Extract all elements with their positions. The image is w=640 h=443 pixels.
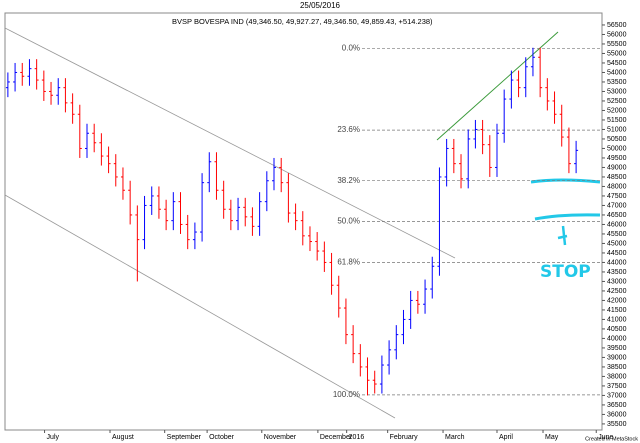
channel-lower — [4, 194, 396, 419]
y-tick-label: 49000 — [607, 164, 627, 171]
y-tick-label: 47000 — [607, 202, 627, 209]
x-tick-label: September — [167, 434, 202, 441]
y-tick-label: 53500 — [607, 79, 627, 86]
chart-subtitle: BVSP BOVESPA IND (49,346.50, 49,927.27, … — [172, 17, 433, 26]
y-tick-label: 44500 — [607, 250, 627, 257]
x-tick-label: March — [445, 434, 465, 441]
y-tick-label: 46500 — [607, 212, 627, 219]
x-tick-label: May — [545, 434, 559, 441]
y-tick-label: 48500 — [607, 174, 627, 181]
fib-label: 50.0% — [337, 217, 360, 226]
fib-label: 0.0% — [342, 43, 360, 52]
x-tick-label: June — [598, 434, 613, 441]
x-tick-label: October — [209, 434, 235, 441]
y-tick-label: 48000 — [607, 183, 627, 190]
credit: Created in MetaStock — [585, 436, 638, 442]
fib-label: 38.2% — [337, 176, 360, 185]
x-tick-label: November — [264, 434, 297, 441]
y-tick-label: 39000 — [607, 354, 627, 361]
y-tick-label: 42000 — [607, 297, 627, 304]
y-tick-label: 36500 — [607, 402, 627, 409]
y-tick-label: 50500 — [607, 136, 627, 143]
hand-mark — [534, 213, 601, 221]
x-tick-label: February — [390, 434, 419, 441]
plot-frame — [4, 12, 603, 431]
y-tick-label: 41500 — [607, 307, 627, 314]
fib-label: 61.8% — [337, 258, 360, 267]
y-tick-label: 52000 — [607, 107, 627, 114]
fib-label: 100.0% — [333, 390, 360, 399]
y-tick-label: 54500 — [607, 60, 627, 67]
y-tick-label: 55000 — [607, 50, 627, 57]
trend-line — [436, 31, 559, 141]
y-tick-label: 36000 — [607, 411, 627, 418]
y-tick-label: 56500 — [607, 22, 627, 29]
y-tick-label: 53000 — [607, 88, 627, 95]
y-tick-label: 43500 — [607, 269, 627, 276]
y-tick-label: 45000 — [607, 240, 627, 247]
y-tick-label: 43000 — [607, 278, 627, 285]
x-tick-label: July — [47, 434, 60, 441]
y-tick-label: 51500 — [607, 117, 627, 124]
y-tick-label: 38000 — [607, 373, 627, 380]
channel-upper — [4, 27, 456, 259]
y-tick-label: 55500 — [607, 41, 627, 48]
y-tick-label: 51000 — [607, 126, 627, 133]
y-tick-label: 46000 — [607, 221, 627, 228]
y-tick-label: 37500 — [607, 383, 627, 390]
y-tick-label: 50000 — [607, 145, 627, 152]
fib-label: 23.6% — [337, 125, 360, 134]
y-tick-label: 52500 — [607, 98, 627, 105]
y-tick-label: 42500 — [607, 288, 627, 295]
y-tick-label: 37000 — [607, 392, 627, 399]
x-tick-label: 2016 — [349, 434, 365, 441]
y-tick-label: 40500 — [607, 326, 627, 333]
y-tick-label: 44000 — [607, 259, 627, 266]
y-tick-label: 35500 — [607, 421, 627, 428]
y-tick-label: 39500 — [607, 345, 627, 352]
y-tick-label: 54000 — [607, 69, 627, 76]
annotation: STOP — [540, 262, 591, 282]
hand-mark — [530, 178, 601, 184]
y-tick-label: 45500 — [607, 231, 627, 238]
chart-title: 25/05/2016 — [300, 1, 341, 10]
y-tick-label: 38500 — [607, 364, 627, 371]
y-tick-label: 40000 — [607, 335, 627, 342]
hand-arrow — [557, 225, 568, 246]
y-tick-label: 47500 — [607, 193, 627, 200]
x-tick-label: December — [320, 434, 353, 441]
x-tick-label: April — [499, 434, 513, 441]
y-tick-label: 41000 — [607, 316, 627, 323]
x-tick-label: August — [112, 434, 134, 441]
y-tick-label: 49500 — [607, 155, 627, 162]
y-tick-label: 56000 — [607, 31, 627, 38]
